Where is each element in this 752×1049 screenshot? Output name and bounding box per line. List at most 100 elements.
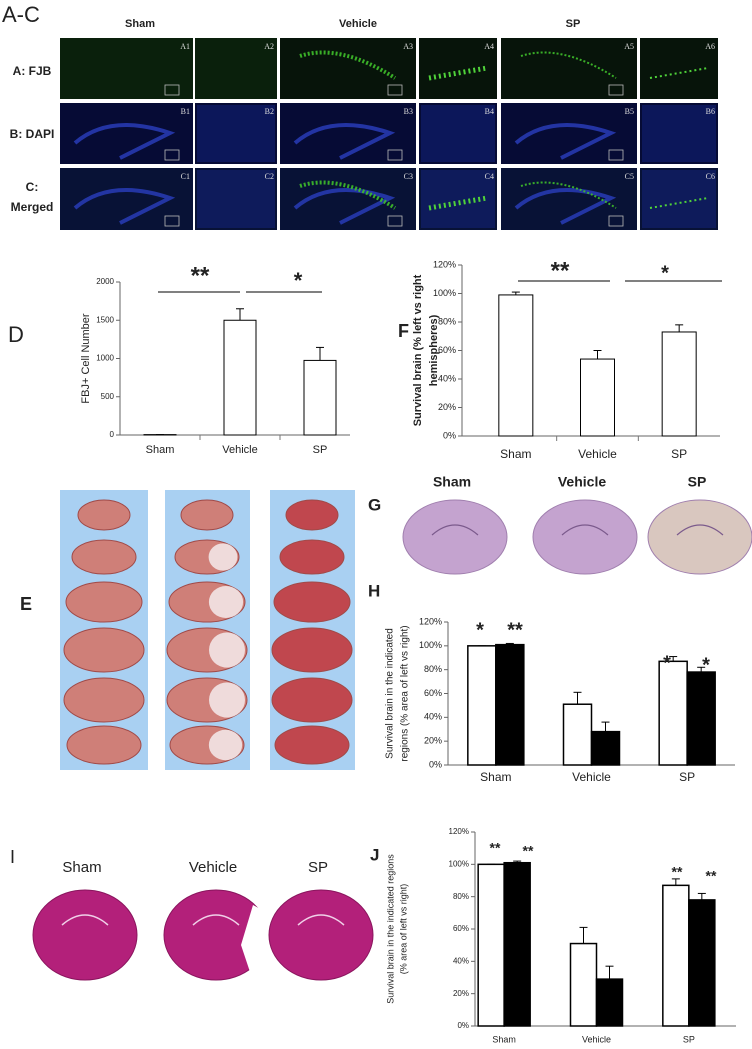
y-axis-label: regions (% area of left vs right) (400, 625, 411, 761)
image-tag: C1 (181, 172, 190, 181)
x-tick-label: Sham (480, 770, 511, 784)
bar (590, 730, 621, 766)
micrograph (640, 103, 718, 164)
hippocampus-nuclei (73, 188, 176, 225)
x-tick-label: Sham (492, 1034, 516, 1044)
nuclei-texture (197, 105, 275, 162)
brain-slice (66, 725, 142, 765)
significance: * (476, 619, 484, 641)
micrograph (419, 103, 497, 164)
image-tag: C3 (404, 172, 413, 181)
nuclei-texture (197, 170, 275, 228)
infarct (208, 729, 243, 761)
ventricle (297, 914, 345, 926)
bar (662, 884, 690, 1027)
y-tick-label: 500 (101, 392, 115, 401)
infarct (208, 543, 238, 571)
image-tag: A1 (180, 42, 190, 51)
y-axis-label: Survival brain (% left vs right (412, 274, 424, 426)
bar (495, 643, 525, 766)
column-header: SP (566, 18, 581, 30)
micrograph (195, 168, 277, 230)
x-tick-label: Sham (500, 447, 531, 461)
zoom-box (608, 149, 624, 161)
y-tick-label: 0% (457, 1021, 469, 1030)
y-tick-label: 80% (438, 316, 456, 326)
bar (686, 671, 716, 766)
row-label: B: DAPI (10, 127, 55, 141)
image-tag: B5 (625, 107, 634, 116)
y-tick-label: 80% (453, 892, 469, 901)
significance: * (661, 262, 669, 284)
zoom-box (608, 215, 624, 227)
nuclei-texture (642, 105, 716, 162)
image-tag: B4 (485, 107, 494, 116)
y-tick-label: 20% (424, 736, 442, 746)
panel-label: J (370, 845, 379, 864)
bar (661, 331, 697, 437)
fjb-signal (299, 180, 397, 210)
y-tick-label: 100% (449, 859, 469, 868)
y-tick-label: 40% (424, 712, 442, 722)
y-tick-label: 20% (453, 989, 469, 998)
infarct (241, 905, 271, 975)
x-tick-label: Vehicle (222, 444, 257, 456)
brain-slice (63, 627, 145, 673)
image-tag: B1 (181, 107, 190, 116)
significance: ** (507, 619, 523, 641)
image-tag: B3 (404, 107, 413, 116)
y-axis-label: Survival brain in the indicated (385, 628, 396, 759)
brain-slice (77, 499, 131, 531)
image-tag: A2 (264, 42, 274, 51)
hippocampus-nuclei (514, 123, 617, 160)
brain-slice (268, 889, 374, 981)
image-tag: A5 (624, 42, 634, 51)
image-tag: B6 (706, 107, 715, 116)
zoom-box (164, 215, 180, 227)
y-tick-label: 1500 (96, 315, 114, 324)
brain-slice (32, 889, 138, 981)
image-tag: A3 (403, 42, 413, 51)
fjb-signal (299, 50, 397, 80)
bar (498, 294, 534, 437)
y-tick-label: 0% (443, 430, 456, 440)
slice-label: Sham (433, 474, 471, 490)
bar (223, 319, 257, 436)
hippocampus-nuclei (514, 188, 617, 225)
brain-slice (71, 539, 137, 575)
column-header: Sham (125, 18, 155, 30)
significance: * (663, 652, 671, 674)
bar (569, 942, 598, 1027)
y-tick-label: 80% (424, 664, 442, 674)
brain-slice (532, 499, 638, 575)
bar (477, 863, 505, 1027)
y-tick-label: 20% (438, 402, 456, 412)
image-tag: A6 (705, 42, 715, 51)
y-tick-label: 100% (419, 640, 442, 650)
brain-slice (279, 539, 345, 575)
brain-slice (285, 499, 339, 531)
ventricle (192, 914, 240, 926)
x-tick-label: SP (679, 770, 695, 784)
nuclei-texture (421, 170, 495, 228)
bar (303, 359, 337, 436)
panel-label: E (20, 594, 32, 614)
bar (503, 861, 531, 1027)
y-tick-label: 100% (433, 288, 456, 298)
image-tag: C4 (485, 172, 494, 181)
zoom-box (387, 84, 403, 96)
brain-slice (274, 725, 350, 765)
brain-slice (647, 499, 752, 575)
brain-slice (63, 677, 145, 723)
panel-label: H (368, 581, 380, 600)
y-tick-label: 0% (429, 759, 442, 769)
image-tag: C2 (265, 172, 274, 181)
brain-slice (271, 627, 353, 673)
y-tick-label: 120% (419, 616, 442, 626)
column-header: Vehicle (339, 18, 377, 30)
micrograph (195, 103, 277, 164)
image-tag: A4 (484, 42, 494, 51)
panel-label: A-C (2, 2, 40, 27)
row-label: C: (26, 180, 39, 194)
